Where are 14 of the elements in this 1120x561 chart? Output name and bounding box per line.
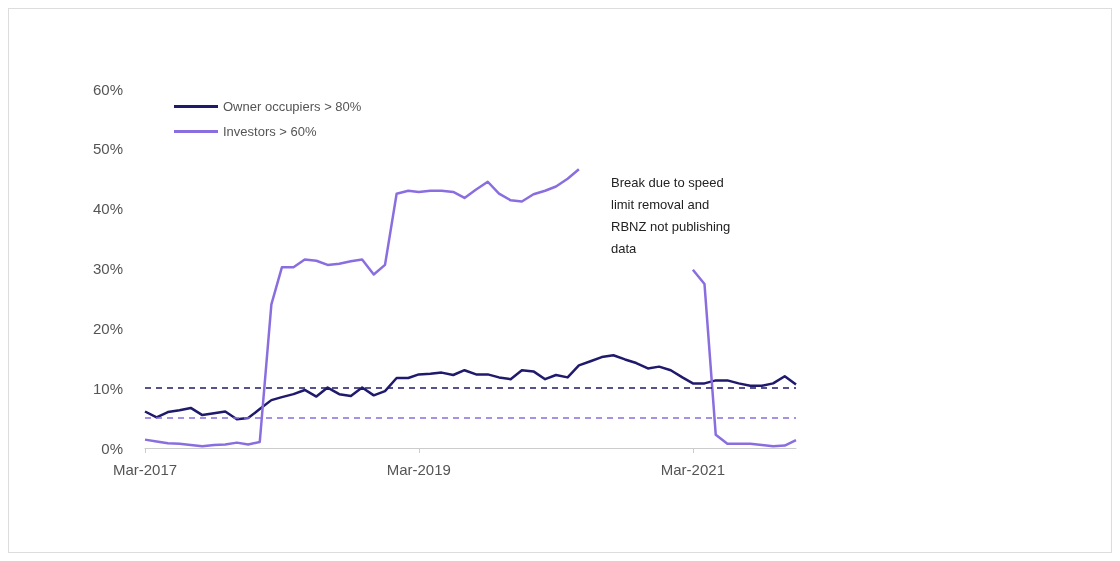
y-tick-label: 60% [92, 80, 123, 98]
y-tick-label: 40% [92, 200, 123, 218]
y-tick-label: 10% [92, 379, 123, 397]
y-tick-label: 20% [92, 319, 123, 337]
y-tick-label: 50% [92, 140, 123, 158]
x-tick-label: Mar-2017 [112, 461, 178, 478]
annotation: Break due to speed limit removal and RBNZ not publishing data [611, 174, 731, 256]
legend-label: Investors > 60% [223, 124, 318, 139]
x-tick-label: Mar-2019 [386, 461, 451, 478]
y-tick-label: 0% [101, 439, 123, 457]
x-tick-label: Mar-2021 [660, 461, 725, 478]
y-tick-label: 30% [92, 260, 123, 277]
line-series [143, 354, 798, 421]
legend-label: Owner occupiers > 80% [223, 99, 362, 114]
